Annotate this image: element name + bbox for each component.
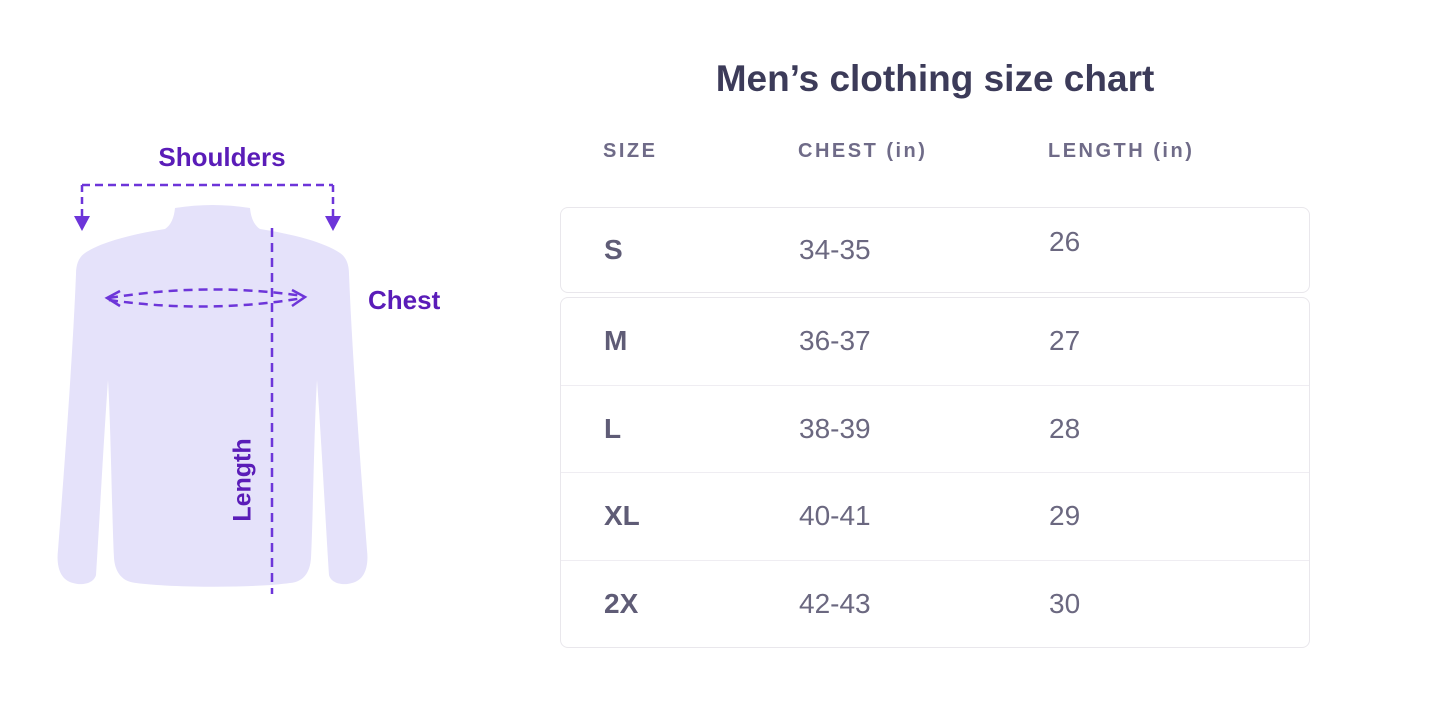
chest-cell: 38-39 [799,412,871,444]
size-cell: S [604,234,623,265]
table-card-sizes-m-to-2x: M 36-37 27 L 38-39 28 XL 40-41 29 2X 42-… [560,297,1310,648]
table-row: 2X 42-43 30 [561,559,1309,648]
chest-cell: 36-37 [799,325,871,357]
table-row: L 38-39 28 [561,384,1309,473]
length-cell: 26 [1049,226,1081,257]
chest-cell: 40-41 [799,500,871,532]
measurement-arrowheads [74,216,341,231]
measurement-lines [80,183,335,594]
shoulders-right-arrowhead-icon [325,216,341,231]
shoulders-label: Shoulders [158,142,286,172]
size-cell: M [604,325,628,357]
size-cell: XL [604,500,640,532]
chest-cell: 42-43 [799,587,871,619]
shirt-measurement-diagram: Shoulders Chest Length [45,130,515,690]
table-row: S 34-35 26 [561,208,1309,292]
length-label: Length [228,438,257,522]
length-cell: 28 [1049,412,1081,444]
size-cell: 2X [604,587,639,619]
table-row: XL 40-41 29 [561,472,1309,560]
size-chart-section: Men’s clothing size chart SIZE CHEST (in… [560,0,1310,725]
chest-measure-left-arrow-icon [104,289,121,308]
chest-measure-right-arrow-icon [291,288,308,308]
table-row: M 36-37 27 [561,298,1309,385]
chest-cell: 34-35 [799,234,871,265]
table-card-size-s: S 34-35 26 [560,207,1310,293]
column-header-chest: CHEST (in) [798,140,928,162]
chest-label: Chest [368,285,441,315]
shoulders-left-arrowhead-icon [74,216,90,231]
shirt-diagram-svg [57,183,368,594]
shirt-silhouette [57,205,368,587]
chest-measure-ellipse-top [108,288,304,300]
column-header-size: SIZE [603,140,658,162]
length-cell: 27 [1049,325,1081,357]
column-header-length: LENGTH (in) [1048,140,1195,162]
size-cell: L [604,412,622,444]
chest-measure-ellipse-bottom [108,296,304,308]
length-cell: 29 [1049,500,1081,532]
page-title: Men’s clothing size chart [715,58,1155,99]
length-cell: 30 [1049,587,1081,619]
table-header-row: SIZE CHEST (in) LENGTH (in) [560,140,1310,163]
